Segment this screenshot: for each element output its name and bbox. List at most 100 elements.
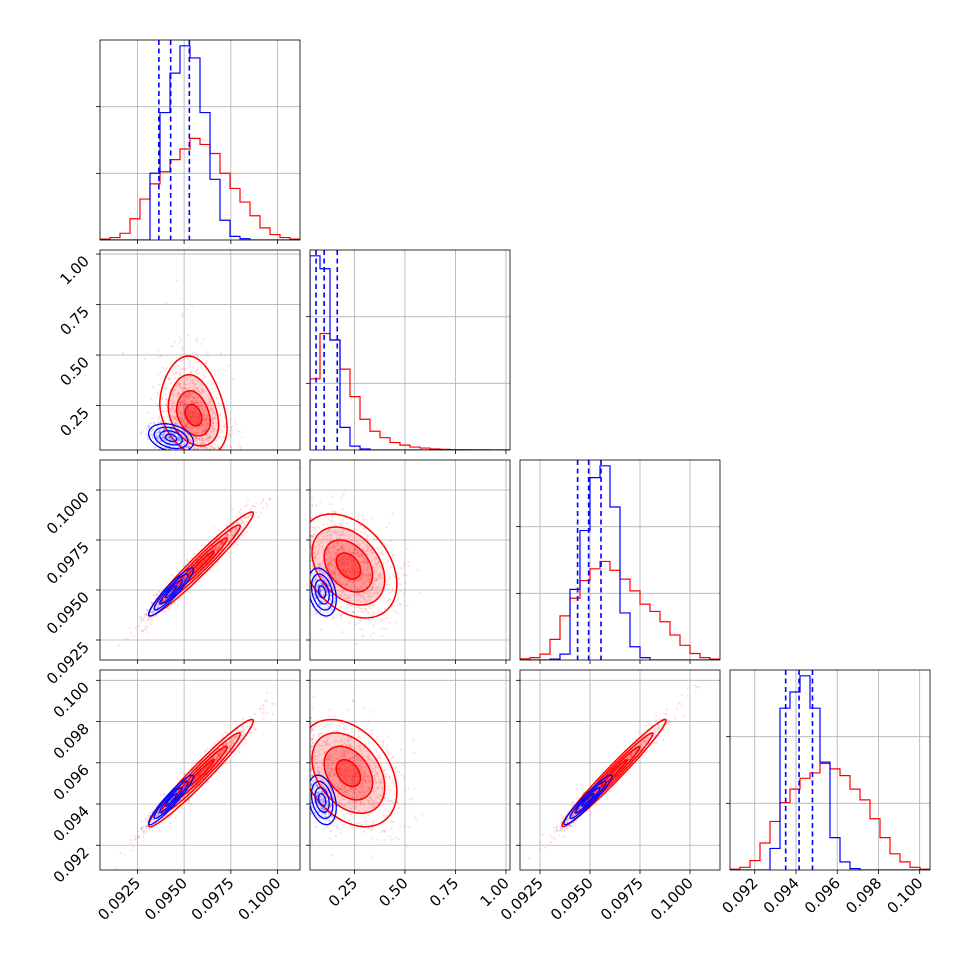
- scatter-point: [163, 387, 166, 390]
- scatter-point: [224, 732, 227, 735]
- scatter-point: [327, 517, 330, 521]
- scatter-point: [157, 438, 160, 441]
- scatter-point: [321, 593, 325, 596]
- scatter-point: [372, 611, 375, 614]
- scatter-point: [312, 520, 315, 523]
- scatter-point: [141, 630, 144, 633]
- scatter-point: [156, 391, 159, 394]
- scatter-point: [254, 712, 257, 716]
- scatter-point: [324, 515, 327, 518]
- scatter-point: [191, 364, 194, 367]
- scatter-point: [134, 627, 137, 630]
- scatter-point: [359, 531, 362, 534]
- scatter-point: [402, 573, 405, 576]
- scatter-point: [369, 634, 372, 637]
- scatter-point: [196, 360, 199, 364]
- scatter-point: [164, 581, 167, 584]
- scatter-point: [361, 610, 364, 613]
- scatter-point: [146, 437, 149, 441]
- scatter-point: [241, 718, 245, 721]
- scatter-point: [190, 764, 193, 767]
- scatter-point: [156, 826, 159, 829]
- scatter-point: [246, 516, 249, 519]
- scatter-point: [377, 609, 380, 613]
- scatter-point: [241, 731, 244, 734]
- scatter-point: [204, 362, 208, 366]
- scatter-point: [377, 548, 380, 551]
- scatter-point: [245, 531, 249, 534]
- scatter-point: [168, 436, 171, 439]
- scatter-point: [161, 397, 164, 400]
- scatter-point: [128, 627, 131, 630]
- scatter-point: [195, 417, 199, 420]
- scatter-point: [172, 368, 175, 372]
- scatter-point: [132, 634, 136, 637]
- scatter-point: [386, 588, 389, 591]
- scatter-point: [150, 433, 153, 436]
- scatter-point: [193, 407, 196, 410]
- scatter-point: [217, 369, 220, 372]
- scatter-point: [179, 337, 182, 340]
- scatter-point: [319, 609, 322, 613]
- scatter-point: [259, 707, 262, 710]
- scatter-point: [380, 619, 383, 622]
- scatter-point: [249, 508, 252, 511]
- scatter-point: [157, 356, 160, 359]
- scatter-point: [227, 551, 230, 554]
- scatter-panel-2-3: [306, 459, 511, 664]
- scatter-point: [352, 606, 355, 609]
- scatter-point: [221, 429, 224, 432]
- scatter-point: [207, 445, 211, 448]
- scatter-point: [406, 604, 409, 608]
- scatter-point: [348, 621, 351, 624]
- scatter-point: [389, 577, 392, 581]
- scatter-point: [373, 537, 376, 541]
- scatter-point: [271, 713, 274, 716]
- scatter-point: [362, 533, 365, 536]
- scatter-point: [160, 404, 163, 407]
- scatter-point: [356, 606, 359, 609]
- scatter-point: [182, 358, 185, 361]
- scatter-point: [223, 415, 226, 419]
- scatter-point: [200, 439, 203, 442]
- scatter-point: [398, 567, 402, 570]
- scatter-point: [396, 612, 399, 615]
- panel-frame: [519, 459, 721, 661]
- scatter-point: [392, 554, 395, 557]
- scatter-point: [407, 561, 410, 564]
- scatter-point: [341, 494, 344, 497]
- scatter-point: [347, 603, 350, 607]
- scatter-point: [397, 577, 400, 580]
- scatter-point: [248, 731, 251, 735]
- scatter-point: [150, 398, 153, 401]
- scatter-point: [131, 849, 134, 853]
- scatter-point: [340, 614, 343, 618]
- scatter-point: [315, 575, 318, 579]
- scatter-point: [196, 367, 199, 370]
- scatter-point: [387, 599, 390, 602]
- panel-frame: [99, 39, 301, 241]
- scatter-point: [382, 563, 385, 566]
- scatter-point: [155, 593, 158, 596]
- scatter-point: [312, 496, 315, 499]
- scatter-point: [391, 512, 394, 515]
- scatter-point: [272, 702, 275, 706]
- scatter-point: [356, 517, 360, 521]
- scatter-point: [345, 604, 348, 607]
- scatter-point: [386, 569, 389, 572]
- scatter-point: [260, 501, 263, 504]
- scatter-point: [153, 421, 156, 424]
- scatter-point: [229, 760, 232, 763]
- scatter-point: [195, 338, 198, 341]
- scatter-point: [313, 533, 316, 536]
- scatter-point: [175, 372, 178, 375]
- scatter-point: [389, 621, 392, 624]
- scatter-point: [155, 434, 158, 437]
- scatter-point: [165, 367, 168, 370]
- scatter-point: [219, 418, 223, 421]
- scatter-point: [416, 569, 419, 572]
- scatter-point: [183, 443, 186, 446]
- scatter-point: [206, 747, 209, 751]
- scatter-point: [229, 434, 232, 437]
- scatter-point: [190, 371, 193, 374]
